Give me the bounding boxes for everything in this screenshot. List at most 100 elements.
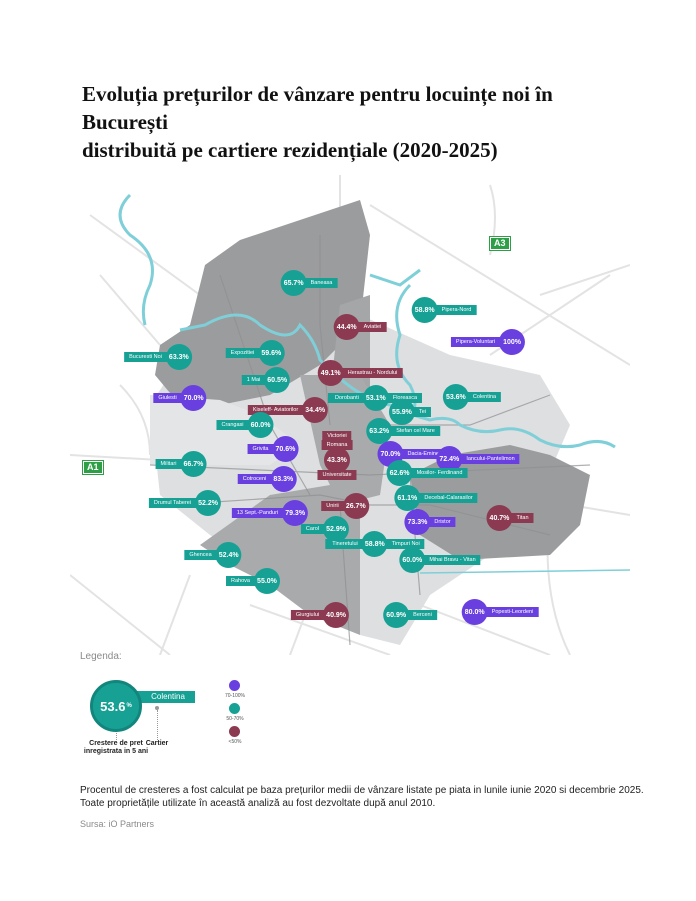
marker-victoriei-romana-universitate[interactable]: 43.3% bbox=[324, 447, 350, 473]
footnote-line-2: Toate proprietățile utilizate în această… bbox=[80, 798, 436, 809]
marker-value: 40.9% bbox=[323, 602, 350, 628]
marker-pipera-nord[interactable]: 58.8% Pipera-Nord bbox=[411, 297, 477, 323]
source-credit: Sursa: iO Partners bbox=[80, 819, 155, 829]
marker-value: 62.6% bbox=[386, 460, 413, 486]
label-romana: Romana bbox=[321, 440, 353, 450]
marker-kiseleff-aviatorilor[interactable]: 34.4% Kiseleff- Aviatorilor bbox=[247, 397, 329, 423]
marker-aviatiei[interactable]: 44.4% Aviatiei bbox=[333, 314, 387, 340]
marker-decebal-calarasilor[interactable]: 61.1% Decebal-Calarasilor bbox=[394, 485, 478, 511]
marker-tineretului-timpuri-noi[interactable]: Tineretului 58.8% Timpuri Noi bbox=[325, 531, 425, 557]
legend-title: Legenda: bbox=[80, 651, 122, 662]
marker-expozitiei[interactable]: 59.6% Expozitiei bbox=[225, 340, 285, 366]
marker-value: 73.3% bbox=[404, 509, 431, 535]
marker-titan[interactable]: 40.7% Titan bbox=[486, 505, 534, 531]
marker-value: 55.0% bbox=[253, 568, 280, 594]
marker-popesti-leordeni[interactable]: 80.0% Popesti-Leordeni bbox=[461, 599, 539, 625]
marker-label: Pipera-Nord bbox=[434, 305, 477, 315]
marker-1-mai[interactable]: 60.5% 1 Mai bbox=[241, 367, 291, 393]
marker-militari[interactable]: 66.7% Militari bbox=[155, 451, 207, 477]
marker-ghencea[interactable]: 52.4% Ghencea bbox=[184, 542, 242, 568]
legend-swatch-label: 50-70% bbox=[226, 716, 244, 722]
marker-cotroceni[interactable]: 83.3% Cotroceni bbox=[237, 466, 297, 492]
highway-a1-sign: A1 bbox=[82, 460, 104, 475]
marker-label: Mihai Bravu - Vitan bbox=[422, 555, 481, 565]
marker-value: 70.6% bbox=[272, 436, 299, 462]
marker-stefan-cel-mare[interactable]: 63.2% Stefan cel Mare bbox=[366, 418, 440, 444]
marker-13-sept-panduri[interactable]: 79.3% 13 Sept.-Panduri bbox=[231, 500, 309, 526]
marker-grivita[interactable]: 70.6% Grivita bbox=[247, 436, 299, 462]
marker-bucuresti-noi[interactable]: 63.3% Bucuresti Noi bbox=[124, 344, 192, 370]
marker-value: 49.1% bbox=[317, 360, 344, 386]
marker-value: 66.7% bbox=[180, 451, 207, 477]
marker-mihai-bravu-vitan[interactable]: 60.0% Mihai Bravu - Vitan bbox=[399, 547, 481, 573]
legend-pointer-line bbox=[116, 727, 117, 740]
marker-giulesti[interactable]: 70.0% Giulesti bbox=[153, 385, 207, 411]
marker-berceni[interactable]: 60.9% Berceni bbox=[383, 602, 437, 628]
marker-colentina[interactable]: 53.6% Colentina bbox=[442, 384, 502, 410]
legend-swatch-teal bbox=[229, 703, 240, 714]
marker-label: Colentina bbox=[465, 392, 502, 402]
marker-label: Tineretului bbox=[325, 539, 365, 549]
marker-label: Unirii bbox=[321, 501, 346, 511]
marker-label: Drumul Taberei bbox=[148, 498, 199, 508]
marker-crangasi[interactable]: 60.0% Crangasi bbox=[216, 412, 274, 438]
marker-baneasa[interactable]: 65.7% Baneasa bbox=[280, 270, 338, 296]
marker-label: Floreasca bbox=[385, 393, 423, 403]
marker-label: Bucuresti Noi bbox=[124, 352, 169, 362]
marker-label: Mosilor- Ferdinand bbox=[409, 468, 468, 478]
title-line-2: distribuită pe cartiere rezidențiale (20… bbox=[82, 138, 498, 162]
marker-value: 83.3% bbox=[270, 466, 297, 492]
marker-label: Cotroceni bbox=[237, 474, 274, 484]
marker-value: 60.0% bbox=[399, 547, 426, 573]
marker-value: 26.7% bbox=[342, 493, 369, 519]
marker-value: 44.4% bbox=[333, 314, 360, 340]
legend-swatch-maroon bbox=[229, 726, 240, 737]
marker-dristor[interactable]: 73.3% Dristor bbox=[404, 509, 456, 535]
marker-label: Dristor bbox=[427, 517, 456, 527]
legend-swatch-purple bbox=[229, 680, 240, 691]
marker-label: Pipera-Voluntari bbox=[450, 337, 503, 347]
footnote-line-1: Procentul de cresteres a fost calculat p… bbox=[80, 785, 644, 796]
footnote: Procentul de cresteres a fost calculat p… bbox=[80, 784, 660, 810]
marker-giurgiului[interactable]: 40.9% Giurgiului bbox=[290, 602, 350, 628]
marker-value: 43.3% bbox=[324, 447, 350, 473]
marker-value: 100% bbox=[499, 329, 526, 355]
marker-carol[interactable]: 52.9% Carol bbox=[300, 516, 350, 542]
page-title: Evoluția prețurilor de vânzare pentru lo… bbox=[82, 80, 642, 164]
marker-value: 59.6% bbox=[258, 340, 285, 366]
marker-mosilor-ferdinand[interactable]: 62.6% Mosilor- Ferdinand bbox=[386, 460, 468, 486]
marker-label: Popesti-Leordeni bbox=[484, 607, 539, 617]
map-background bbox=[70, 175, 630, 655]
legend-example-value: 53.6 bbox=[100, 698, 126, 714]
marker-label: Titan bbox=[509, 513, 534, 523]
marker-value: 61.1% bbox=[394, 485, 421, 511]
legend-name-caption: Cartier bbox=[145, 740, 169, 747]
marker-label: Expozitiei bbox=[225, 348, 262, 358]
marker-dorobanti-floreasca[interactable]: Dorobanti 53.1% Floreasca bbox=[327, 385, 423, 411]
legend-example-name: Colentina bbox=[137, 691, 195, 703]
marker-value: 52.2% bbox=[195, 490, 222, 516]
legend-pointer-dot bbox=[155, 706, 159, 710]
marker-value: 52.9% bbox=[323, 516, 350, 542]
legend-value-caption: Crestere de pret inregistrata in 5 ani bbox=[83, 740, 149, 755]
marker-pipera-voluntari[interactable]: 100% Pipera-Voluntari bbox=[450, 329, 526, 355]
marker-value: 52.4% bbox=[215, 542, 242, 568]
marker-iancului-pantelimon[interactable]: 72.4% Iancului-Pantelimon bbox=[436, 446, 520, 472]
marker-value: 55.9% bbox=[388, 399, 415, 425]
marker-label: Ghencea bbox=[184, 550, 219, 560]
marker-drumul-taberei[interactable]: 52.2% Drumul Taberei bbox=[148, 490, 222, 516]
marker-label: Grivita bbox=[247, 444, 276, 454]
title-line-1: Evoluția prețurilor de vânzare pentru lo… bbox=[82, 82, 553, 134]
marker-value: 58.8% bbox=[411, 297, 438, 323]
legend-swatch-label: 70-100% bbox=[224, 693, 245, 699]
marker-value: 63.2% bbox=[366, 418, 393, 444]
legend-pointer-line bbox=[157, 710, 158, 740]
legend-example-unit: % bbox=[126, 703, 132, 709]
marker-label: Herastrau - Nordului bbox=[340, 368, 403, 378]
marker-label: Timpuri Noi bbox=[384, 539, 425, 549]
marker-herastrau-nordului[interactable]: 49.1% Herastrau - Nordului bbox=[317, 360, 403, 386]
marker-tei[interactable]: 55.9% Tei bbox=[388, 399, 432, 425]
marker-rahova[interactable]: 55.0% Rahova bbox=[226, 568, 280, 594]
marker-value: 79.3% bbox=[282, 500, 309, 526]
marker-unirii[interactable]: 26.7% Unirii bbox=[321, 493, 369, 519]
